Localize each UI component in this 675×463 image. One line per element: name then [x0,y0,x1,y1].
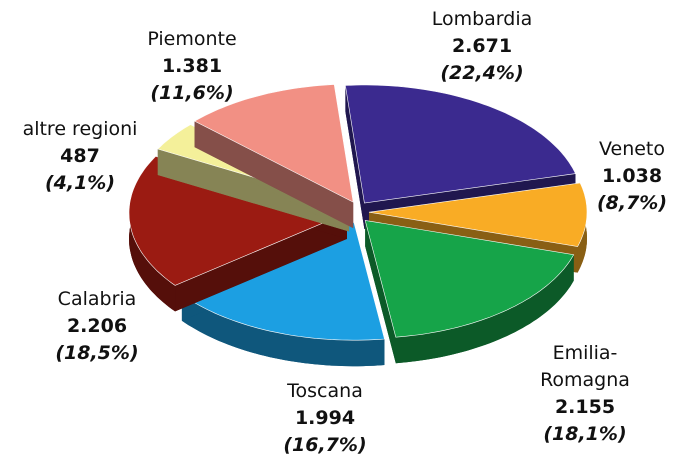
slice-label: Piemonte 1.381 (11,6%) [92,26,292,107]
slice-top [345,84,576,204]
slice-top [368,182,588,247]
category-label: Calabria [57,288,137,310]
slice-wall [175,212,347,312]
percentage-label: (16,7%) [283,434,367,456]
category-label: Emilia-Romagna [540,342,630,391]
slice-top [181,221,385,341]
slice-wall [365,220,396,364]
slice-wall [194,121,354,229]
category-label: altre regioni [22,118,138,140]
value-label: 2.206 [66,315,128,337]
percentage-label: (4,1%) [44,172,116,194]
slice-label: Lombardia 2.671 (22,4%) [382,6,582,87]
category-label: Piemonte [147,28,237,50]
slice-side [181,294,385,367]
slice-wall [345,85,365,229]
value-label: 1.994 [294,407,356,429]
slice-top [364,220,575,338]
category-label: Veneto [598,138,666,160]
slice-label: Emilia-Romagna 2.155 (18,1%) [520,340,650,448]
percentage-label: (11,6%) [150,82,234,104]
value-label: 487 [60,145,100,167]
category-label: Toscana [287,380,363,402]
slice-label: Toscana 1.994 (16,7%) [225,378,425,459]
value-label: 2.155 [554,396,616,418]
value-label: 2.671 [451,35,513,57]
slice-label: Calabria 2.206 (18,5%) [17,286,177,367]
slice-label: altre regioni 487 (4,1%) [0,116,180,197]
percentage-label: (8,7%) [596,192,668,214]
percentage-label: (18,1%) [543,423,627,445]
percentage-label: (18,5%) [55,342,139,364]
slice-label: Veneto 1.038 (8,7%) [572,136,675,217]
slice-top [193,84,354,203]
percentage-label: (22,4%) [440,62,524,84]
value-label: 1.038 [601,165,663,187]
category-label: Lombardia [431,8,533,30]
slice-top [128,155,348,286]
value-label: 1.381 [161,55,223,77]
slice [193,84,354,229]
slice-wall [157,149,350,232]
slice [364,220,575,364]
slice-side [395,254,574,364]
slice [128,155,348,312]
